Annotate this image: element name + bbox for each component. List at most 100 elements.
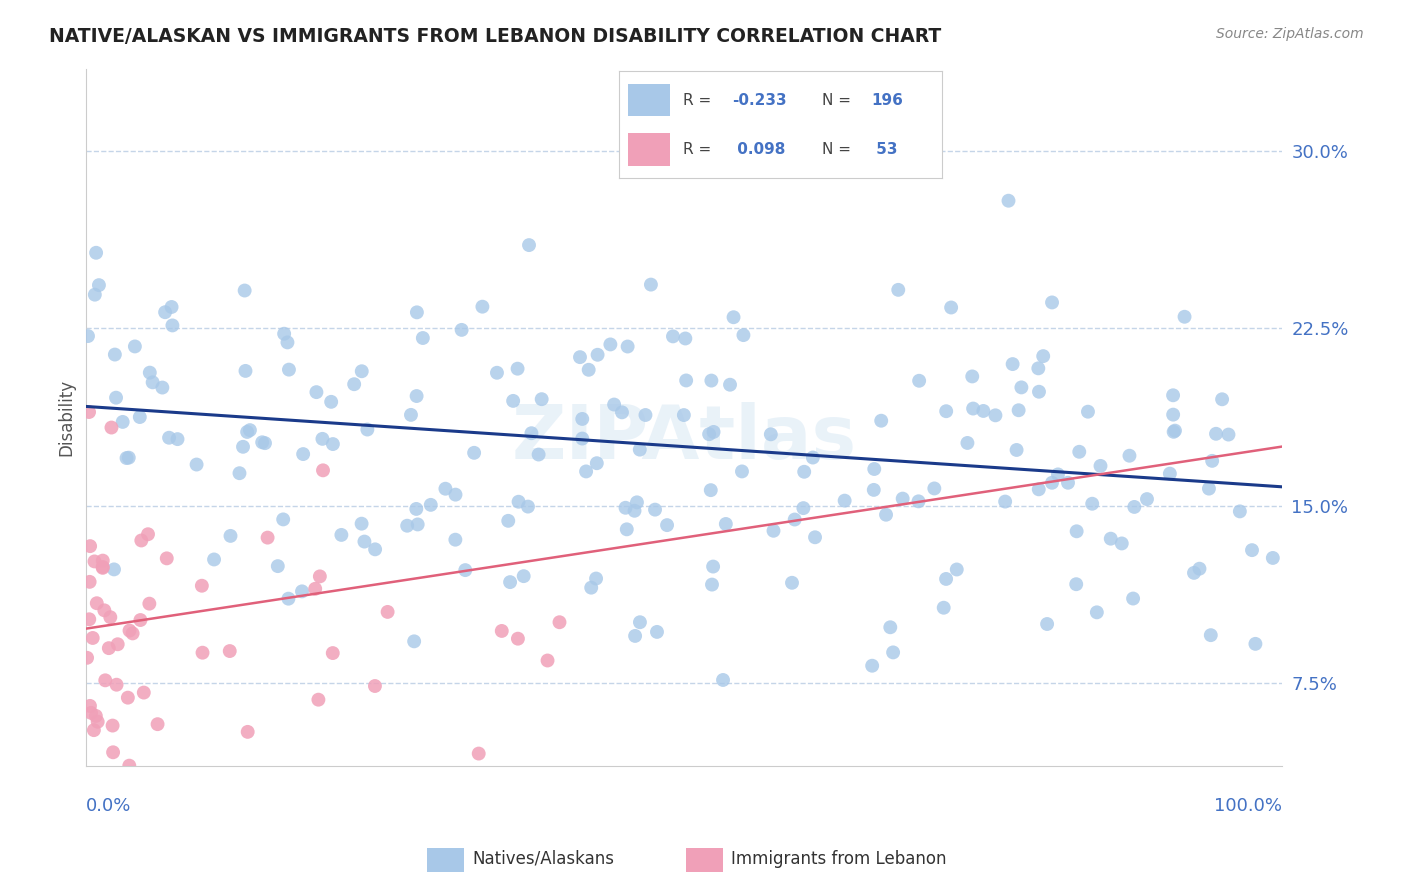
Text: 196: 196 — [870, 93, 903, 108]
Point — [399, 408, 422, 422]
Point — [91, 560, 114, 574]
Point — [585, 456, 607, 470]
Point — [304, 582, 326, 596]
Point — [1028, 384, 1050, 399]
Point — [450, 323, 472, 337]
Point — [97, 641, 120, 656]
Y-axis label: Disability: Disability — [58, 378, 75, 456]
Point — [610, 405, 633, 419]
Point — [162, 318, 184, 333]
Text: R =: R = — [683, 93, 717, 108]
Point — [124, 339, 146, 353]
Point — [139, 366, 162, 380]
Point — [644, 502, 666, 516]
Point — [186, 458, 208, 472]
Point — [1122, 591, 1144, 606]
Point — [157, 431, 180, 445]
Point — [548, 615, 571, 630]
Point — [121, 626, 143, 640]
Text: 53: 53 — [870, 142, 897, 157]
Point — [860, 658, 883, 673]
Point — [759, 427, 782, 442]
Text: ZIPAtlas: ZIPAtlas — [512, 401, 856, 475]
Point — [502, 393, 524, 408]
Point — [731, 465, 754, 479]
Point — [945, 562, 967, 576]
Point — [1229, 504, 1251, 518]
Point — [1161, 388, 1184, 402]
Point — [585, 572, 607, 586]
Point — [312, 463, 335, 477]
Text: Natives/Alaskans: Natives/Alaskans — [472, 850, 614, 868]
Point — [711, 673, 734, 687]
Point — [578, 363, 600, 377]
Point — [77, 329, 100, 343]
Point — [444, 533, 467, 547]
Point — [616, 339, 638, 353]
Point — [1123, 500, 1146, 514]
Point — [86, 714, 108, 729]
Point — [105, 391, 128, 405]
Point — [1032, 349, 1054, 363]
Point — [405, 502, 427, 516]
Point — [700, 374, 723, 388]
Point — [793, 465, 815, 479]
Point — [233, 284, 256, 298]
Point — [350, 516, 373, 531]
Point — [471, 300, 494, 314]
Point — [962, 401, 984, 416]
Point — [202, 552, 225, 566]
Point — [700, 483, 723, 497]
Point — [236, 724, 259, 739]
Point — [292, 447, 315, 461]
Point — [536, 653, 558, 667]
Point — [1201, 454, 1223, 468]
Point — [91, 561, 114, 575]
Point — [83, 723, 105, 738]
Point — [129, 613, 152, 627]
Point — [1001, 357, 1024, 371]
Point — [571, 412, 593, 426]
Point — [1026, 361, 1049, 376]
Point — [307, 692, 329, 706]
Point — [575, 465, 598, 479]
Point — [132, 685, 155, 699]
Point — [887, 283, 910, 297]
Point — [166, 432, 188, 446]
Point — [1188, 562, 1211, 576]
Point — [1064, 577, 1087, 591]
Point — [253, 436, 276, 450]
FancyBboxPatch shape — [427, 847, 464, 872]
Point — [1136, 492, 1159, 507]
Point — [1182, 566, 1205, 580]
Point — [1261, 551, 1284, 566]
Point — [1007, 403, 1029, 417]
Point — [377, 605, 399, 619]
Point — [1066, 524, 1088, 539]
Point — [84, 709, 107, 723]
Point — [250, 435, 273, 450]
Point — [219, 529, 242, 543]
Point — [277, 591, 299, 606]
Point — [103, 562, 125, 576]
Point — [1069, 444, 1091, 458]
FancyBboxPatch shape — [686, 847, 723, 872]
Point — [87, 278, 110, 293]
Point — [218, 644, 240, 658]
Point — [77, 405, 100, 419]
Point — [463, 446, 485, 460]
Point — [640, 277, 662, 292]
Point — [276, 335, 298, 350]
Point — [1099, 532, 1122, 546]
Point — [882, 645, 904, 659]
Point — [80, 706, 103, 720]
Point — [79, 698, 101, 713]
Point — [718, 377, 741, 392]
Point — [571, 432, 593, 446]
Point — [138, 597, 160, 611]
Text: NATIVE/ALASKAN VS IMMIGRANTS FROM LEBANON DISABILITY CORRELATION CHART: NATIVE/ALASKAN VS IMMIGRANTS FROM LEBANO… — [49, 27, 942, 45]
Point — [330, 528, 353, 542]
Point — [801, 450, 824, 465]
Text: R =: R = — [683, 142, 717, 157]
Text: 0.0%: 0.0% — [86, 797, 132, 815]
